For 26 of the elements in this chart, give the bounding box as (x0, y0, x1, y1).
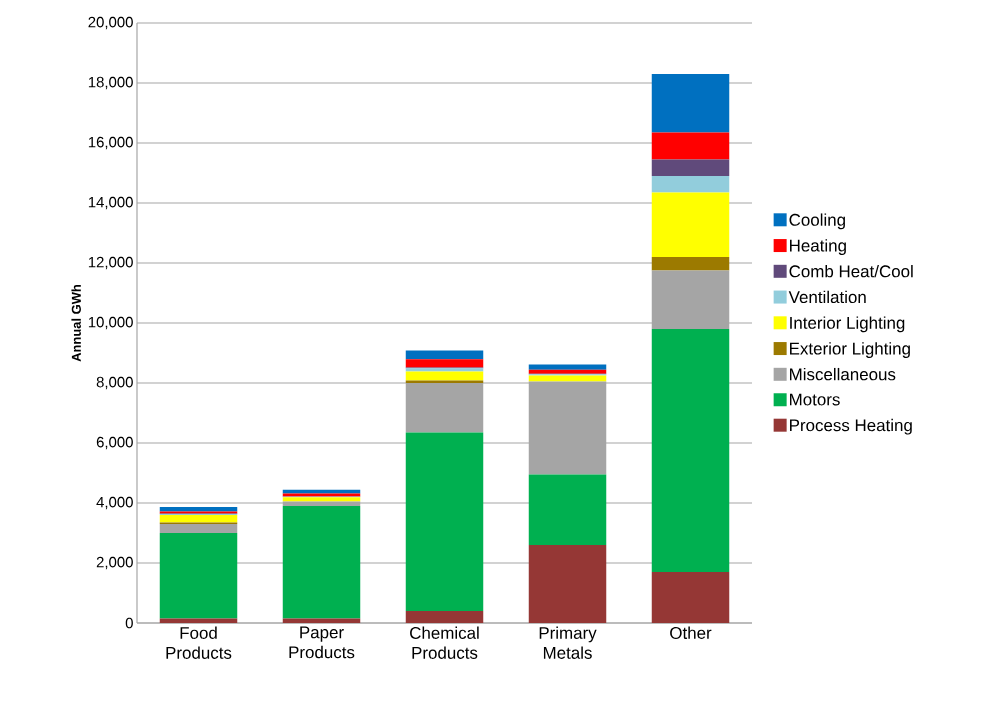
legend-label: Miscellaneous (790, 367, 896, 381)
y-tick-label: 0 (125, 617, 133, 629)
x-tick-label: Food Products (166, 626, 232, 659)
y-tick-label: 18,000 (88, 76, 133, 90)
y-tick-label: 14,000 (88, 196, 133, 210)
y-tick-label: 6,000 (96, 436, 133, 450)
legend-label: Cooling (789, 213, 845, 230)
legend-label: Exterior Lighting (790, 342, 910, 358)
legend-label: Heating (790, 239, 846, 255)
y-tick-label: 2,000 (96, 556, 133, 570)
legend-label: Interior Lighting (790, 316, 905, 333)
legend-label: Process Heating (790, 418, 912, 435)
y-tick-label: 4,000 (96, 496, 133, 510)
legend-label: Ventilation (788, 290, 866, 304)
legend-label: Motors (790, 393, 840, 406)
y-tick-label: 10,000 (88, 316, 133, 330)
y-tick-label: 20,000 (88, 16, 133, 30)
y-axis-title: Annual GWh (71, 284, 81, 362)
x-tick-label: Primary Metals (539, 626, 597, 659)
y-tick-label: 12,000 (88, 256, 133, 270)
x-tick-label: Paper Products (289, 626, 355, 659)
x-tick-label: Other (670, 626, 712, 639)
x-tick-label: Chemical Products (410, 626, 479, 659)
y-tick-label: 8,000 (96, 376, 133, 390)
legend-label: Comb Heat/Cool (789, 264, 913, 278)
y-tick-label: 16,000 (88, 136, 133, 150)
